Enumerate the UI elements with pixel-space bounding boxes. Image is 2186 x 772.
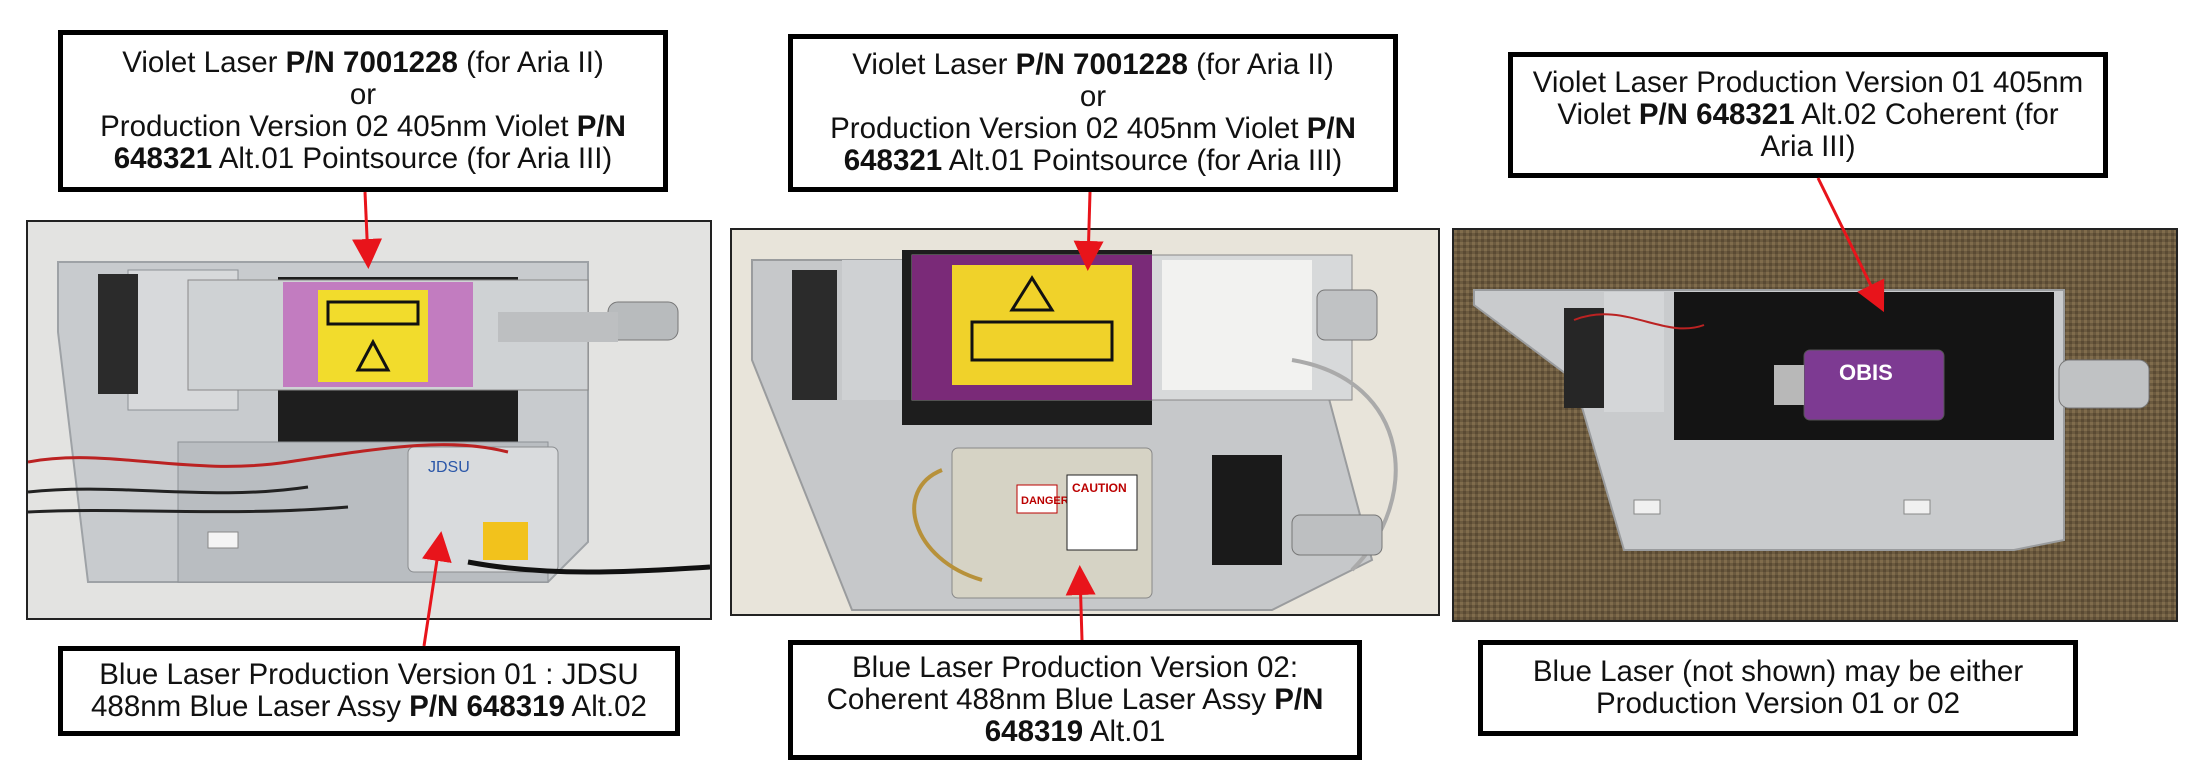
danger-sticker-text: DANGER [1021,495,1069,507]
panel2-photo: DANGER CAUTION [730,228,1440,616]
jdsu-text: JDSU [428,459,470,476]
panel2-top-label: Violet Laser P/N 7001228 (for Aria II) o… [788,34,1398,192]
panel3-bottom-label: Blue Laser (not shown) may be either Pro… [1478,640,2078,736]
panel2-bottom-label: Blue Laser Production Version 02: Cohere… [788,640,1362,760]
panel1-photo: JDSU [26,220,712,620]
panel1-bottom-label: Blue Laser Production Version 01 : JDSU … [58,646,680,736]
panel3-top-label: Violet Laser Production Version 01 405nm… [1508,52,2108,178]
obis-text: OBIS [1839,360,1893,385]
caution-sticker-text: CAUTION [1072,481,1127,495]
panel3-photo: OBIS [1452,228,2178,622]
panel1-top-label: Violet Laser P/N 7001228 (for Aria II) o… [58,30,668,192]
